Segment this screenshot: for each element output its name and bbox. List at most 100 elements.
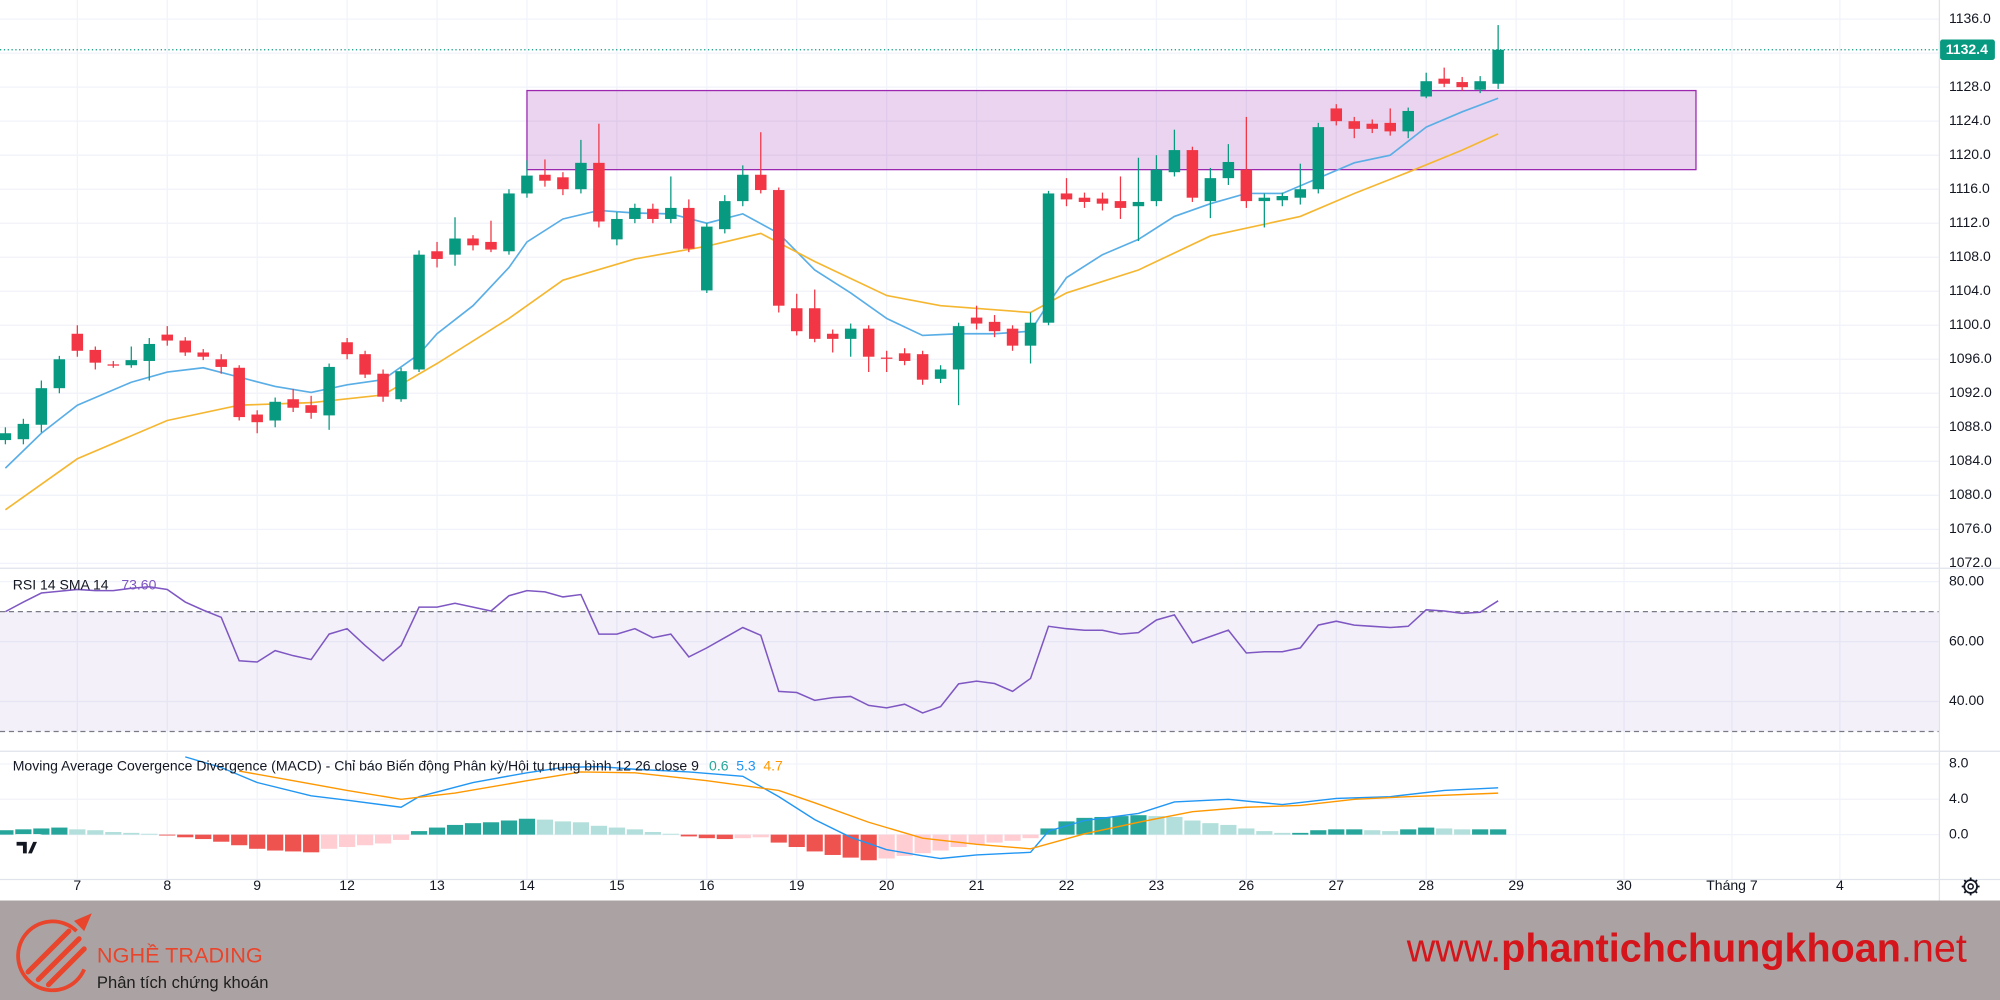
macd-title: Moving Average Covergence Divergence (MA… (13, 757, 699, 773)
candle-body (916, 354, 929, 380)
candle-body (683, 207, 695, 249)
candle-body (952, 326, 965, 370)
histogram-bar (1094, 816, 1111, 835)
histogram-bar (51, 827, 68, 835)
moving-average-line (4, 97, 1499, 469)
y-tick-label: 1104.0 (1949, 282, 1991, 298)
histogram-bar (231, 834, 248, 846)
histogram-bar (932, 834, 949, 851)
candle-body (1150, 169, 1163, 202)
histogram-bar (500, 820, 518, 835)
histogram-bar (536, 819, 554, 835)
x-tick-label: Tháng 7 (1706, 877, 1758, 893)
y-tick-label: 1116.0 (1949, 180, 1990, 196)
candle-body (251, 414, 263, 423)
histogram-bar (141, 833, 158, 835)
candle-body (790, 308, 803, 332)
rsi-line (5, 585, 1499, 714)
rsi-band (0, 611, 1939, 732)
histogram-bar (303, 834, 320, 853)
histogram-bar (1184, 820, 1201, 835)
x-tick-label: 27 (1328, 877, 1344, 893)
candle-body (1240, 169, 1253, 202)
histogram-bar (1292, 832, 1309, 835)
histogram-bar (1238, 828, 1255, 835)
histogram-bar (195, 834, 212, 840)
y-tick-label: 1108.0 (1949, 248, 1991, 264)
candle-body (1492, 49, 1504, 84)
macd-legend: Moving Average Covergence Divergence (MA… (13, 757, 783, 773)
histogram-bar (357, 834, 374, 846)
candle-body (1474, 81, 1486, 90)
histogram-bar (1400, 829, 1417, 835)
x-tick-label: 28 (1418, 877, 1434, 893)
y-tick-label: 40.00 (1949, 692, 1984, 708)
histogram-bar (285, 834, 302, 852)
x-tick-label: 29 (1508, 877, 1524, 893)
histogram-bar (950, 834, 967, 848)
histogram-bar (177, 834, 194, 838)
candle-body (377, 373, 389, 397)
website-name: phantichchungkhoan (1501, 927, 1901, 971)
histogram-bar (698, 834, 715, 839)
x-tick-label: 7 (73, 877, 81, 893)
candle-body (125, 360, 138, 366)
histogram-bar (1472, 829, 1489, 835)
candle-body (719, 201, 731, 230)
histogram-bar (608, 827, 625, 835)
candle-body (269, 401, 281, 421)
candle-body (359, 354, 371, 375)
histogram-bar (1148, 816, 1165, 835)
histogram-bar (590, 825, 607, 835)
candle-body (1078, 197, 1091, 202)
histogram-bar (806, 834, 823, 852)
y-tick-label: 1084.0 (1949, 452, 1992, 468)
candle-body (1456, 82, 1468, 88)
candle-body (305, 405, 317, 413)
last-price-box (1940, 39, 1995, 60)
histogram-bar (734, 834, 751, 839)
candle-body (143, 343, 156, 361)
settings-icon[interactable] (1961, 877, 1980, 896)
histogram-bar (1436, 828, 1453, 835)
candle-body (503, 193, 515, 252)
website-suffix: .net (1901, 927, 1967, 971)
candle-body (1042, 193, 1055, 323)
y-tick-label: 1136.0 (1949, 10, 1991, 26)
candle-body (215, 359, 227, 367)
histogram-bar (339, 834, 356, 848)
histogram-bar (752, 834, 769, 838)
x-tick-label: 14 (519, 877, 535, 893)
y-tick-label: 1124.0 (1949, 112, 1991, 128)
histogram-bar (321, 834, 338, 849)
histogram-bar (15, 829, 32, 835)
x-tick-label: 30 (1616, 877, 1632, 893)
histogram-bar (464, 823, 482, 835)
candle-body (161, 334, 174, 341)
candle-body (1348, 121, 1361, 129)
macd-line (185, 756, 1499, 860)
candle-body (1312, 127, 1325, 190)
candle-body (1420, 81, 1432, 97)
histogram-bar (788, 834, 805, 848)
histogram-bar (410, 831, 428, 835)
histogram-bar (1364, 830, 1381, 835)
y-tick-label: 0.0 (1949, 825, 1969, 841)
histogram-bar (1112, 816, 1129, 835)
y-tick-label: 1092.0 (1949, 384, 1992, 400)
x-tick-label: 13 (429, 877, 445, 893)
candle-body (1168, 150, 1181, 173)
candle-body (287, 399, 299, 408)
candle-body (1294, 189, 1307, 198)
y-tick-label: 1072.0 (1949, 554, 1992, 570)
histogram-bar (482, 822, 500, 835)
tv-logo (11, 834, 45, 860)
histogram-bar (824, 834, 841, 855)
macd-histogram-value: 0.6 (709, 757, 729, 773)
footer-band (0, 900, 2000, 1000)
candle-body (1186, 150, 1199, 198)
x-tick-label: 21 (969, 877, 985, 893)
histogram-bar (1418, 827, 1435, 835)
y-tick-label: 1112.0 (1949, 214, 1990, 230)
y-tick-label: 1128.0 (1949, 78, 1991, 94)
